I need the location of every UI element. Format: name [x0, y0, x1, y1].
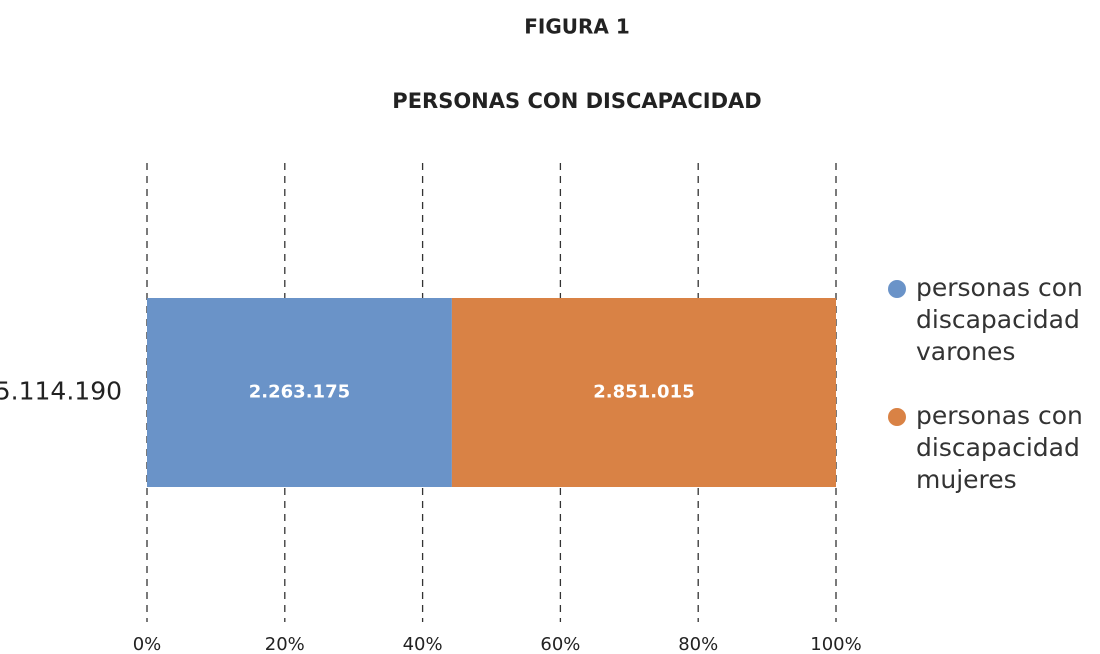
legend-label: personas con discapacidad mujeres: [916, 401, 1083, 494]
x-tick-label: 0%: [133, 634, 162, 654]
x-tick-label: 40%: [403, 634, 443, 654]
x-tick-label: 20%: [265, 634, 305, 654]
chart-subtitle: PERSONAS CON DISCAPACIDAD: [392, 89, 761, 113]
x-tick-label: 60%: [540, 634, 580, 654]
x-tick-label: 100%: [810, 634, 861, 654]
legend-label: personas con discapacidad varones: [916, 273, 1083, 366]
legend-swatch: [888, 280, 906, 298]
legend-swatch: [888, 408, 906, 426]
chart-title: FIGURA 1: [524, 15, 630, 39]
bar-segment: [147, 298, 452, 487]
x-tick-label: 80%: [678, 634, 718, 654]
data-label: 2.851.015: [593, 382, 694, 403]
bar-segment: [451, 298, 836, 487]
data-label: 2.263.175: [249, 382, 350, 403]
y-tick-label: 5.114.190: [0, 377, 122, 406]
